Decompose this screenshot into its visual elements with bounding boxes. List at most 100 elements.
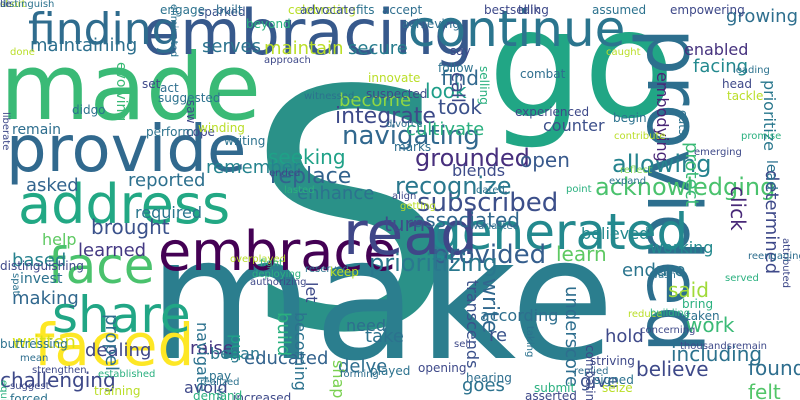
cloud-word: seize [602,381,633,395]
cloud-word: recognize [395,172,512,200]
cloud-word: promise [741,131,782,142]
cloud-word: remember [206,157,301,178]
cloud-word: make [148,201,615,399]
cloud-word: suggest [10,381,50,392]
cloud-word: cuts [676,110,690,136]
cloud-word: help [42,230,77,249]
cloud-word: demand [193,389,243,400]
cloud-word: distinguishing [0,259,84,273]
cloud-word: enhance [297,183,375,204]
cloud-word: striving [590,354,635,368]
cloud-word: point [566,184,592,195]
cloud-word: work [686,313,735,337]
cloud-word: follow [438,61,474,75]
cloud-word: asked [26,175,79,196]
cloud-word: overplayed [230,254,286,265]
cloud-word: go [488,0,675,152]
cloud-word: mean [20,353,49,364]
cloud-word: leading [733,65,770,76]
cloud-word: experienced [515,105,590,119]
cloud-word: set [142,77,161,91]
cloud-word: call [447,72,468,103]
cloud-word: achieving [402,17,460,31]
cloud-word: writing [224,134,266,148]
cloud-word: reserved [305,264,349,275]
cloud-word: required [135,203,203,222]
cloud-word: according [480,306,559,325]
cloud-word: hearing [466,371,512,385]
cloud-word: bestselling [484,3,549,17]
cloud-word: serves [202,36,261,57]
cloud-word: wash [650,270,676,281]
cloud-word: look [425,79,467,103]
cloud-word: eliminated [168,4,179,58]
cloud-word: facing [693,56,749,77]
cloud-word: enabled [684,40,749,59]
cloud-word: short [0,0,26,10]
cloud-word: emerging [694,147,742,158]
cloud-word: endure [622,260,686,281]
cloud-word: embracing [142,0,474,69]
cloud-word: educated [244,348,329,369]
cloud-word: reflect [620,165,652,176]
cloud-word: suspected [366,87,428,101]
cloud-word: learned [78,240,147,261]
cloud-word: served [725,273,759,284]
cloud-word: marks [394,140,432,154]
cloud-word: celebrating [288,3,356,17]
cloud-word: attributed [780,238,791,288]
cloud-word: believed [581,224,650,243]
cloud-word: contribute [614,131,666,142]
cloud-word: click [726,186,750,231]
cloud-word: said [668,278,709,302]
cloud-word: forming [340,369,379,380]
cloud-word: suggested [158,91,221,105]
cloud-word: generated [430,203,689,261]
cloud-word: ended [269,168,301,179]
cloud-word: take [365,326,404,347]
cloud-word: perform [146,125,194,139]
cloud-word: thousandsremain [680,341,767,352]
cloud-word: innovate [368,71,421,85]
cloud-word: face [48,237,155,295]
cloud-word: concerning [640,325,696,336]
cloud-word: approach [264,55,311,66]
cloud-word: pay [209,369,232,383]
cloud-word: realized [200,377,240,388]
cloud-word: didgo [72,103,106,117]
cloud-word: reduce [628,309,663,320]
cloud-word: embrace [158,220,397,283]
cloud-word: building [650,308,691,319]
cloud-word: lasted [284,185,315,196]
cloud-word: growing [726,6,798,27]
cloud-word: saw [184,100,198,124]
cloud-word: written [12,332,76,353]
cloud-word: done [10,47,35,58]
cloud-word: asserted [525,389,577,400]
cloud-word: dealing [85,340,152,361]
cloud-word: advocate [300,3,356,17]
cloud-word: beyond [246,17,291,31]
cloud-word: find [441,66,479,90]
cloud-word: hold [605,326,644,347]
cloud-word: combat [520,67,566,81]
cloud-word: assumed [592,3,647,17]
cloud-word: integrate [335,104,436,129]
cloud-word: buttressing [0,337,68,351]
cloud-word: established [98,369,156,380]
cloud-word: maintaining [30,35,138,56]
cloud-word: read [343,199,479,269]
cloud-word: strengthen [32,365,87,376]
cloud-word: invest [20,271,63,287]
cloud-word: sparked [198,5,246,19]
cloud-word: tackle [727,89,764,103]
cloud-word: believe [636,357,709,381]
cloud-word: grounded [415,144,530,172]
cloud-word: blends [452,161,506,180]
cloud-word: dated [476,185,505,196]
cloud-word: brought [91,215,170,239]
cloud-word: faced [34,311,195,379]
cloud-word: equipped [0,380,9,400]
cloud-word: becoming [291,312,310,391]
cloud-word: S [245,21,455,400]
